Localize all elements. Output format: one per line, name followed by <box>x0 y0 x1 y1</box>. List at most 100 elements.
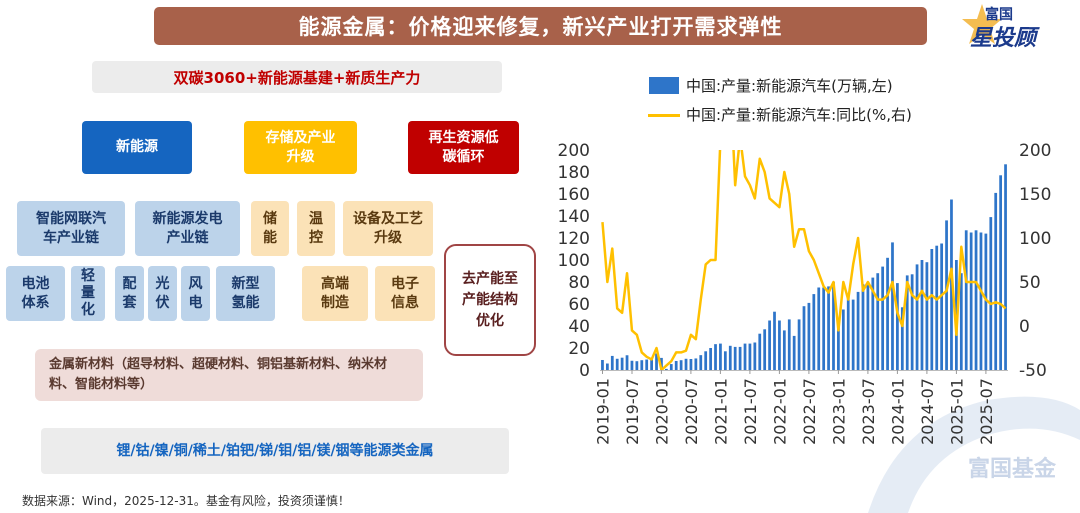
bar <box>925 262 929 370</box>
ev-production-chart: 020406080100120140160180200-500501001502… <box>558 141 1052 445</box>
x-tick-label: 2021-07 <box>741 378 760 445</box>
category-new-energy: 新能源 <box>82 121 192 174</box>
bar <box>763 329 767 370</box>
x-tick-label: 2019-01 <box>594 378 613 445</box>
bar <box>640 360 644 370</box>
x-tick-label: 2025-01 <box>947 378 966 445</box>
bar <box>851 299 855 370</box>
bar <box>910 274 914 370</box>
x-tick-label: 2022-07 <box>800 378 819 445</box>
bar <box>841 309 845 370</box>
item-temp-control-label: 温控 <box>309 210 323 246</box>
legend-bar-swatch <box>649 77 679 94</box>
bar <box>787 319 791 370</box>
y-right-tick-label: 50 <box>1019 273 1041 293</box>
bar <box>738 346 742 370</box>
item-power-chain-label: 新能源发电产业链 <box>152 210 223 246</box>
y-right-tick-label: 0 <box>1019 317 1030 337</box>
x-tick-label: 2023-01 <box>829 378 848 445</box>
item-power-chain: 新能源发电产业链 <box>135 201 240 256</box>
bar <box>984 233 988 370</box>
bar <box>758 333 762 370</box>
item-supporting-label: 配套 <box>122 275 137 311</box>
bar <box>915 264 919 370</box>
legend-line-swatch <box>648 114 680 117</box>
bar <box>802 306 806 370</box>
item-hydrogen: 新型氢能 <box>216 266 275 321</box>
category-storage-label: 存储及产业升级 <box>265 129 336 165</box>
logo-text-main: 星投顾 <box>970 26 1037 51</box>
bar <box>945 220 948 370</box>
item-hydrogen-label: 新型氢能 <box>231 275 260 311</box>
bar <box>896 283 899 370</box>
bar <box>940 243 944 370</box>
bar <box>723 351 727 370</box>
y-left-tick-label: 100 <box>558 251 590 271</box>
item-pv-label: 光伏 <box>155 275 170 311</box>
y-left-tick-label: 180 <box>558 163 590 183</box>
bar <box>959 273 963 370</box>
slogan-banner: 双碳3060+新能源基建+新质生产力 <box>92 61 502 93</box>
bar <box>979 232 983 370</box>
x-tick-label: 2024-07 <box>918 378 937 445</box>
bar <box>650 359 653 370</box>
item-pv: 光伏 <box>148 266 177 321</box>
bar <box>606 363 609 370</box>
y-left-tick-label: 160 <box>558 185 590 205</box>
page-title: 能源金属：价格迎来修复，新兴产业打开需求弹性 <box>154 7 927 45</box>
bar <box>837 323 840 370</box>
bar <box>709 348 712 370</box>
y-right-tick-label: -50 <box>1019 361 1047 381</box>
bar <box>620 357 624 370</box>
category-new-energy-label: 新能源 <box>116 139 158 155</box>
category-storage: 存储及产业升级 <box>244 121 357 174</box>
bar <box>817 287 821 370</box>
bar <box>748 343 752 370</box>
x-tick-label: 2020-01 <box>652 378 671 445</box>
bar <box>743 343 747 370</box>
bar <box>930 249 934 370</box>
bar <box>694 358 698 370</box>
item-ev-chain-label: 智能网联汽车产业链 <box>36 210 106 246</box>
bar <box>601 359 604 370</box>
bar <box>728 345 732 370</box>
materials-box: 金属新材料（超导材料、超硬材料、铜铝基新材料、纳米材料、智能材料等） <box>35 349 423 401</box>
bar <box>699 355 703 370</box>
y-left-tick-label: 80 <box>568 273 590 293</box>
bar <box>689 359 693 370</box>
bar <box>719 343 722 370</box>
item-battery-label: 电池体系 <box>21 275 50 311</box>
item-supporting: 配套 <box>115 266 144 321</box>
x-tick-label: 2021-01 <box>711 378 730 445</box>
bar <box>920 260 924 370</box>
bar <box>994 192 998 370</box>
bar <box>999 175 1002 370</box>
bar <box>753 342 757 370</box>
bar <box>866 282 870 370</box>
item-high-end: 高端制造 <box>302 266 368 321</box>
bar <box>807 302 811 370</box>
bar <box>881 266 885 370</box>
bar <box>768 320 771 370</box>
bar <box>861 284 865 370</box>
bar <box>797 319 801 370</box>
bar <box>792 335 796 370</box>
bar <box>669 364 673 370</box>
y-left-tick-label: 0 <box>579 361 590 381</box>
item-equipment: 设备及工艺升级 <box>343 201 433 256</box>
bar <box>935 245 939 370</box>
bar <box>876 273 880 370</box>
bar <box>733 346 737 370</box>
bar <box>891 242 894 370</box>
y-left-tick-label: 120 <box>558 229 590 249</box>
x-tick-label: 2019-07 <box>623 378 642 445</box>
bar <box>822 287 826 370</box>
bar <box>900 307 904 370</box>
bar <box>827 286 830 370</box>
bar <box>812 294 816 370</box>
item-structure: 去产能至产能结构优化 <box>444 244 536 356</box>
bar <box>679 360 683 370</box>
bar <box>782 330 786 370</box>
y-left-tick-label: 140 <box>558 207 590 227</box>
bar <box>989 217 993 370</box>
